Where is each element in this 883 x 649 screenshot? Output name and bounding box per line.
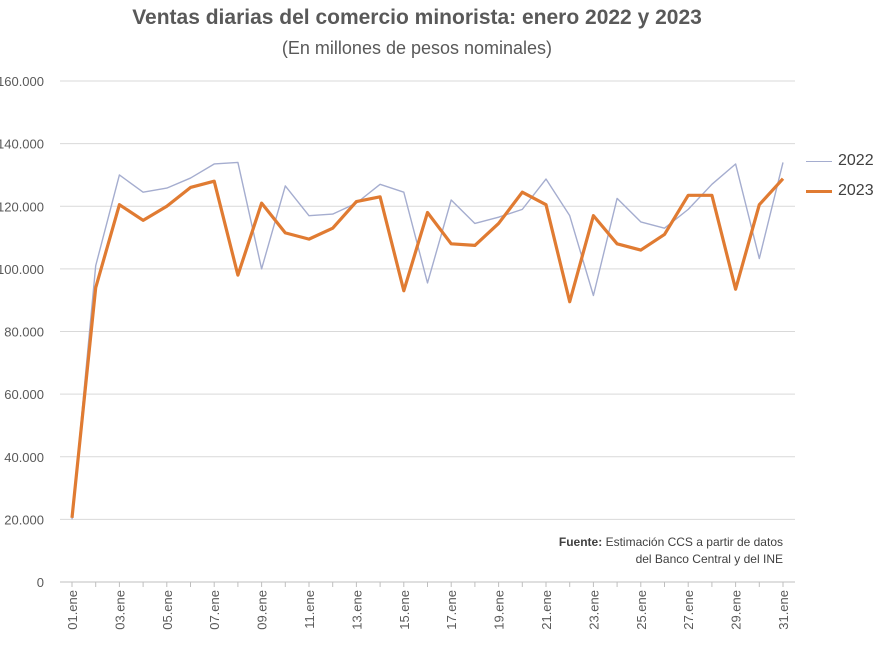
chart-title: Ventas diarias del comercio minorista: e… bbox=[132, 6, 702, 29]
y-tick-label: 140.000 bbox=[0, 137, 44, 152]
chart-subtitle: (En millones de pesos nominales) bbox=[281, 38, 553, 58]
y-tick-label: 80.000 bbox=[4, 325, 44, 340]
x-axis-ticks: 01.ene 03.ene 05.ene 07.ene 09.ene 11.ene 13.e… bbox=[65, 582, 791, 630]
x-tick-label: 21.ene bbox=[539, 590, 554, 630]
source-label: Fuente: bbox=[558, 535, 603, 549]
x-tick-label: 27.ene bbox=[681, 590, 696, 630]
x-tick-label: 19.ene bbox=[492, 590, 507, 630]
x-tick-label: 15.ene bbox=[397, 590, 412, 630]
x-tick-label: 09.ene bbox=[255, 590, 270, 630]
legend-item-2022: 2022 bbox=[806, 146, 874, 176]
x-tick-label: 17.ene bbox=[444, 590, 459, 630]
y-tick-label: 60.000 bbox=[4, 387, 44, 402]
legend: 2022 2023 bbox=[806, 146, 874, 206]
x-tick-label: 25.ene bbox=[634, 590, 649, 630]
x-tick-label: 29.ene bbox=[729, 590, 744, 630]
source-note-line1: Fuente: Estimación CCS a partir de datos bbox=[559, 534, 783, 551]
x-tick-label: 07.ene bbox=[207, 590, 222, 630]
y-tick-label: 40.000 bbox=[4, 450, 44, 465]
y-axis-ticks: 0 20.000 40.000 60.000 80.000 100.000 120.000 1… bbox=[0, 74, 44, 590]
legend-label-2022: 2022 bbox=[838, 152, 874, 169]
x-tick-label: 01.ene bbox=[65, 590, 80, 630]
source-text-1: Estimación CCS a partir de datos bbox=[605, 535, 783, 549]
series-lines bbox=[70, 161, 785, 520]
y-tick-label: 0 bbox=[37, 575, 44, 590]
gridlines bbox=[60, 80, 795, 520]
y-tick-label: 20.000 bbox=[4, 512, 44, 527]
x-tick-label: 23.ene bbox=[586, 590, 601, 630]
x-tick-label: 31.ene bbox=[776, 590, 791, 630]
series-line-2022 bbox=[71, 161, 784, 520]
x-tick-label: 05.ene bbox=[160, 590, 175, 630]
y-tick-label: 160.000 bbox=[0, 74, 44, 89]
x-tick-label: 11.ene bbox=[302, 590, 317, 629]
y-tick-label: 120.000 bbox=[0, 199, 44, 214]
legend-swatch-2022 bbox=[806, 160, 832, 162]
x-tick-label: 13.ene bbox=[349, 590, 364, 630]
legend-item-2023: 2023 bbox=[806, 176, 874, 206]
source-text-2: del Banco Central y del INE bbox=[635, 552, 783, 566]
series-line-2023 bbox=[70, 177, 785, 518]
legend-swatch-2023 bbox=[806, 189, 832, 193]
legend-label-2023: 2023 bbox=[838, 182, 874, 199]
source-note: Fuente: Estimación CCS a partir de datos… bbox=[559, 534, 783, 568]
x-tick-label: 03.ene bbox=[112, 590, 127, 630]
y-tick-label: 100.000 bbox=[0, 262, 44, 277]
